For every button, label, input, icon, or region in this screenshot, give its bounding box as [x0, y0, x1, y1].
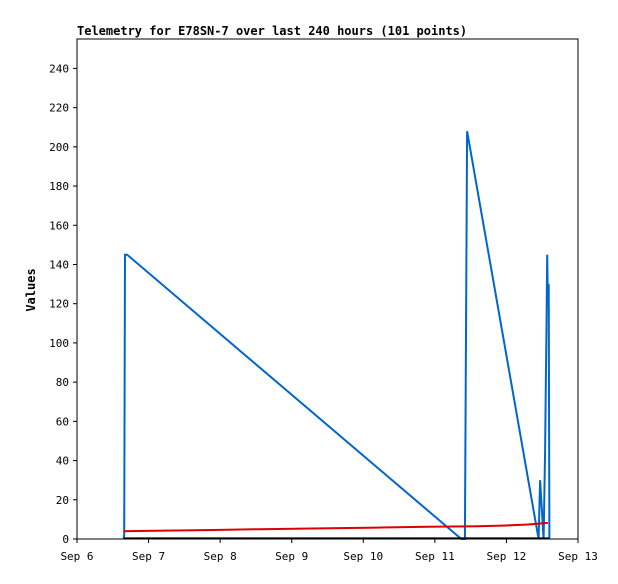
- y-tick-label: 40: [56, 455, 69, 468]
- y-tick-label: 0: [62, 533, 69, 546]
- chart-title: Telemetry for E78SN-7 over last 240 hour…: [77, 24, 467, 38]
- y-tick-label: 20: [56, 494, 69, 507]
- series-line-0: [122, 131, 551, 540]
- y-tick-label: 200: [49, 141, 69, 154]
- y-axis: 0 20 40 60 80 100 120 140 160 180 200 220 240: [49, 62, 77, 546]
- y-tick-label: 60: [56, 415, 69, 428]
- y-axis-label: Values: [24, 268, 38, 311]
- y-tick-label: 80: [56, 376, 69, 389]
- series-line-1: [123, 521, 548, 533]
- x-tick-label: Sep 7: [132, 550, 165, 563]
- x-tick-label: Sep 8: [204, 550, 237, 563]
- series-group: [122, 131, 551, 540]
- x-tick-label: Sep 12: [487, 550, 527, 563]
- y-tick-label: 240: [49, 62, 69, 75]
- x-tick-label: Sep 10: [343, 550, 383, 563]
- x-tick-label: Sep 11: [415, 550, 455, 563]
- y-tick-label: 100: [49, 337, 69, 350]
- y-tick-label: 220: [49, 102, 69, 115]
- x-tick-label: Sep 6: [60, 550, 93, 563]
- y-tick-label: 160: [49, 219, 69, 232]
- plot-frame: [76, 38, 579, 540]
- x-axis: Sep 6 Sep 7 Sep 8 Sep 9 Sep 10 Sep 11 Sep 12 Se…: [60, 539, 598, 563]
- x-tick-label: Sep 13: [558, 550, 598, 563]
- y-tick-label: 140: [49, 258, 69, 271]
- y-tick-label: 120: [49, 298, 69, 311]
- y-tick-label: 180: [49, 180, 69, 193]
- x-tick-label: Sep 9: [275, 550, 308, 563]
